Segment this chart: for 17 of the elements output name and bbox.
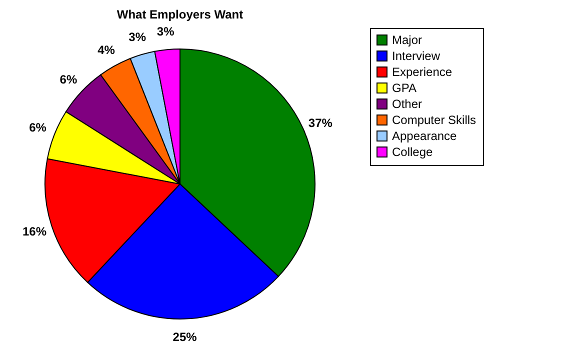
data-label: 3% [128, 30, 146, 44]
legend-label: Appearance [392, 129, 458, 143]
data-label: 37% [308, 116, 333, 130]
chart-title: What Employers Want [116, 8, 244, 22]
legend-label: Interview [392, 49, 440, 63]
legend-label: College [392, 145, 434, 159]
legend-label: Other [392, 97, 422, 111]
data-label: 6% [29, 120, 47, 135]
legend-label: Computer Skills [392, 113, 476, 127]
data-label: 6% [60, 72, 78, 86]
data-label: 16% [22, 224, 47, 238]
data-label: 25% [172, 330, 198, 344]
data-label: 4% [98, 42, 116, 57]
legend-label: GPA [392, 81, 416, 95]
data-label: 3% [156, 24, 175, 39]
legend-label: Experience [392, 65, 452, 79]
legend-label: Major [392, 33, 422, 47]
